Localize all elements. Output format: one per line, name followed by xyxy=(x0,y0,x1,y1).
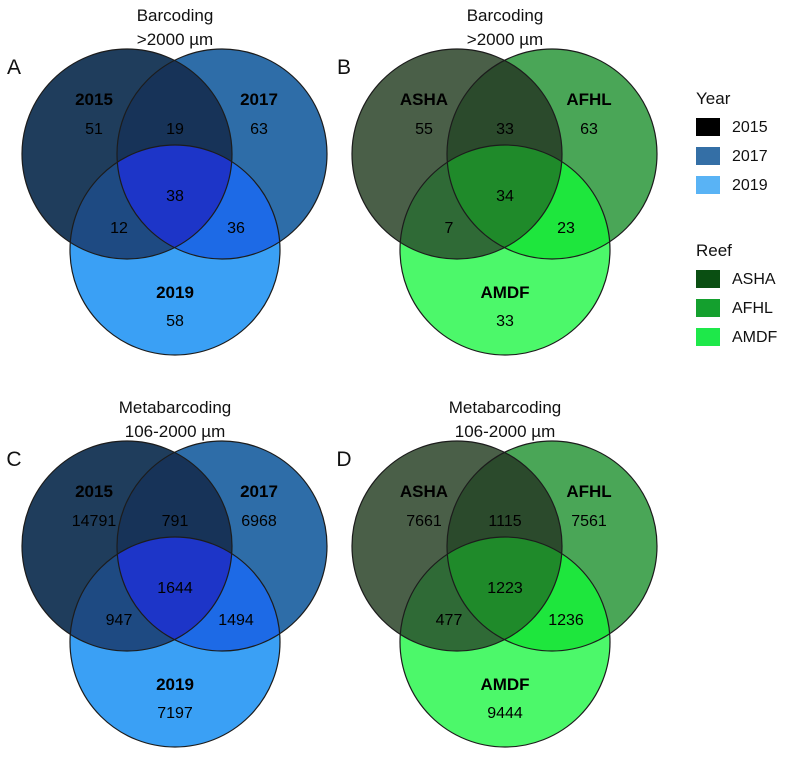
set-name-label: 2019 xyxy=(156,283,194,302)
panel-title-line2: 106-2000 µm xyxy=(125,422,226,441)
legend-label: ASHA xyxy=(732,271,776,288)
region-value-bc: 1236 xyxy=(548,612,584,629)
legend-title: Reef xyxy=(696,241,732,260)
legend-swatch xyxy=(696,118,720,136)
legend-swatch xyxy=(696,176,720,194)
legend-label: AFHL xyxy=(732,300,773,317)
venn-panel-a: Barcoding >2000 µm A 2015 51 2017 63 2019 58 19 12… xyxy=(7,6,328,356)
region-value-ab: 33 xyxy=(496,121,514,138)
region-value-ac: 7 xyxy=(445,220,454,237)
panel-title-line1: Metabarcoding xyxy=(449,398,561,417)
venn-panel-b: Barcoding >2000 µm B ASHA 55 AFHL 63 AMDF 33 33 7 2… xyxy=(337,6,658,356)
circle-outline xyxy=(399,536,611,748)
set-name-label: ASHA xyxy=(400,482,448,501)
region-value-a-only: 14791 xyxy=(72,513,117,530)
set-name-label: 2017 xyxy=(240,90,278,109)
region-value-b-only: 63 xyxy=(580,121,598,138)
region-value-a-only: 7661 xyxy=(406,513,442,530)
region-value-abc: 34 xyxy=(496,188,514,205)
set-name-label: 2019 xyxy=(156,675,194,694)
region-value-bc: 1494 xyxy=(218,612,254,629)
panel-title-line2: 106-2000 µm xyxy=(455,422,556,441)
set-name-label: 2017 xyxy=(240,482,278,501)
region-value-ac: 477 xyxy=(436,612,463,629)
set-name-label: 2015 xyxy=(75,482,113,501)
set-name-label: 2015 xyxy=(75,90,113,109)
legend-swatch xyxy=(696,299,720,317)
region-value-ab: 1115 xyxy=(488,513,521,530)
panel-letter: D xyxy=(336,448,351,471)
region-value-b-only: 6968 xyxy=(241,513,277,530)
circle-outline xyxy=(69,536,281,748)
legend-swatch xyxy=(696,328,720,346)
region-value-abc: 1644 xyxy=(157,580,193,597)
circle-outline xyxy=(446,440,658,652)
panel-title-line2: >2000 µm xyxy=(137,30,213,49)
venn-panel-d: Metabarcoding 106-2000 µm D ASHA 7661 AFHL 756… xyxy=(336,398,658,748)
region-value-c-only: 58 xyxy=(166,313,184,330)
circle-outline xyxy=(351,440,563,652)
circle-outline xyxy=(116,440,328,652)
panel-title-line1: Barcoding xyxy=(137,6,214,25)
circle-outline xyxy=(116,48,328,260)
circle-outline xyxy=(351,48,563,260)
circle-outline xyxy=(21,440,233,652)
legend-swatch xyxy=(696,270,720,288)
circle-outline xyxy=(69,144,281,356)
circle-outline xyxy=(399,144,611,356)
circle-outline xyxy=(446,48,658,260)
panel-letter: C xyxy=(6,448,21,471)
venn-panel-c: Metabarcoding 106-2000 µm C 2015 14791 2017 69… xyxy=(6,398,328,748)
legend-swatch xyxy=(696,147,720,165)
region-value-c-only: 33 xyxy=(496,313,514,330)
set-name-label: AMDF xyxy=(480,283,529,302)
region-value-b-only: 63 xyxy=(250,121,268,138)
region-value-ac: 947 xyxy=(106,612,133,629)
region-value-bc: 23 xyxy=(557,220,575,237)
legend-label: AMDF xyxy=(732,329,778,346)
panel-letter: A xyxy=(7,56,21,79)
circle-outline xyxy=(21,48,233,260)
set-name-label: AFHL xyxy=(566,482,611,501)
region-value-abc: 1223 xyxy=(487,580,523,597)
region-value-a-only: 51 xyxy=(85,121,103,138)
panel-title-line1: Barcoding xyxy=(467,6,544,25)
region-value-ab: 19 xyxy=(166,121,184,138)
set-name-label: AFHL xyxy=(566,90,611,109)
region-value-c-only: 9444 xyxy=(487,705,523,722)
set-name-label: AMDF xyxy=(480,675,529,694)
panel-letter: B xyxy=(337,56,351,79)
region-value-a-only: 55 xyxy=(415,121,433,138)
legend-title: Year xyxy=(696,89,731,108)
region-value-b-only: 7561 xyxy=(571,513,607,530)
panel-title-line2: >2000 µm xyxy=(467,30,543,49)
region-value-bc: 36 xyxy=(227,220,245,237)
region-value-abc: 38 xyxy=(166,188,184,205)
panel-title-line1: Metabarcoding xyxy=(119,398,231,417)
legend-label: 2017 xyxy=(732,148,768,165)
legend-label: 2019 xyxy=(732,177,768,194)
legend-label: 2015 xyxy=(732,119,768,136)
region-value-ac: 12 xyxy=(110,220,128,237)
region-value-c-only: 7197 xyxy=(157,705,193,722)
set-name-label: ASHA xyxy=(400,90,448,109)
region-value-ab: 791 xyxy=(162,513,189,530)
